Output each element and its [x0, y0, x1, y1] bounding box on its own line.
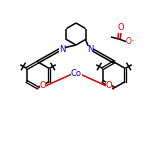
- Text: Co: Co: [71, 69, 81, 78]
- Text: N: N: [59, 45, 65, 55]
- Text: O⁻: O⁻: [126, 36, 136, 45]
- Text: O: O: [40, 81, 46, 90]
- Text: N: N: [87, 45, 93, 55]
- Text: O: O: [118, 24, 124, 33]
- Text: O: O: [106, 81, 112, 90]
